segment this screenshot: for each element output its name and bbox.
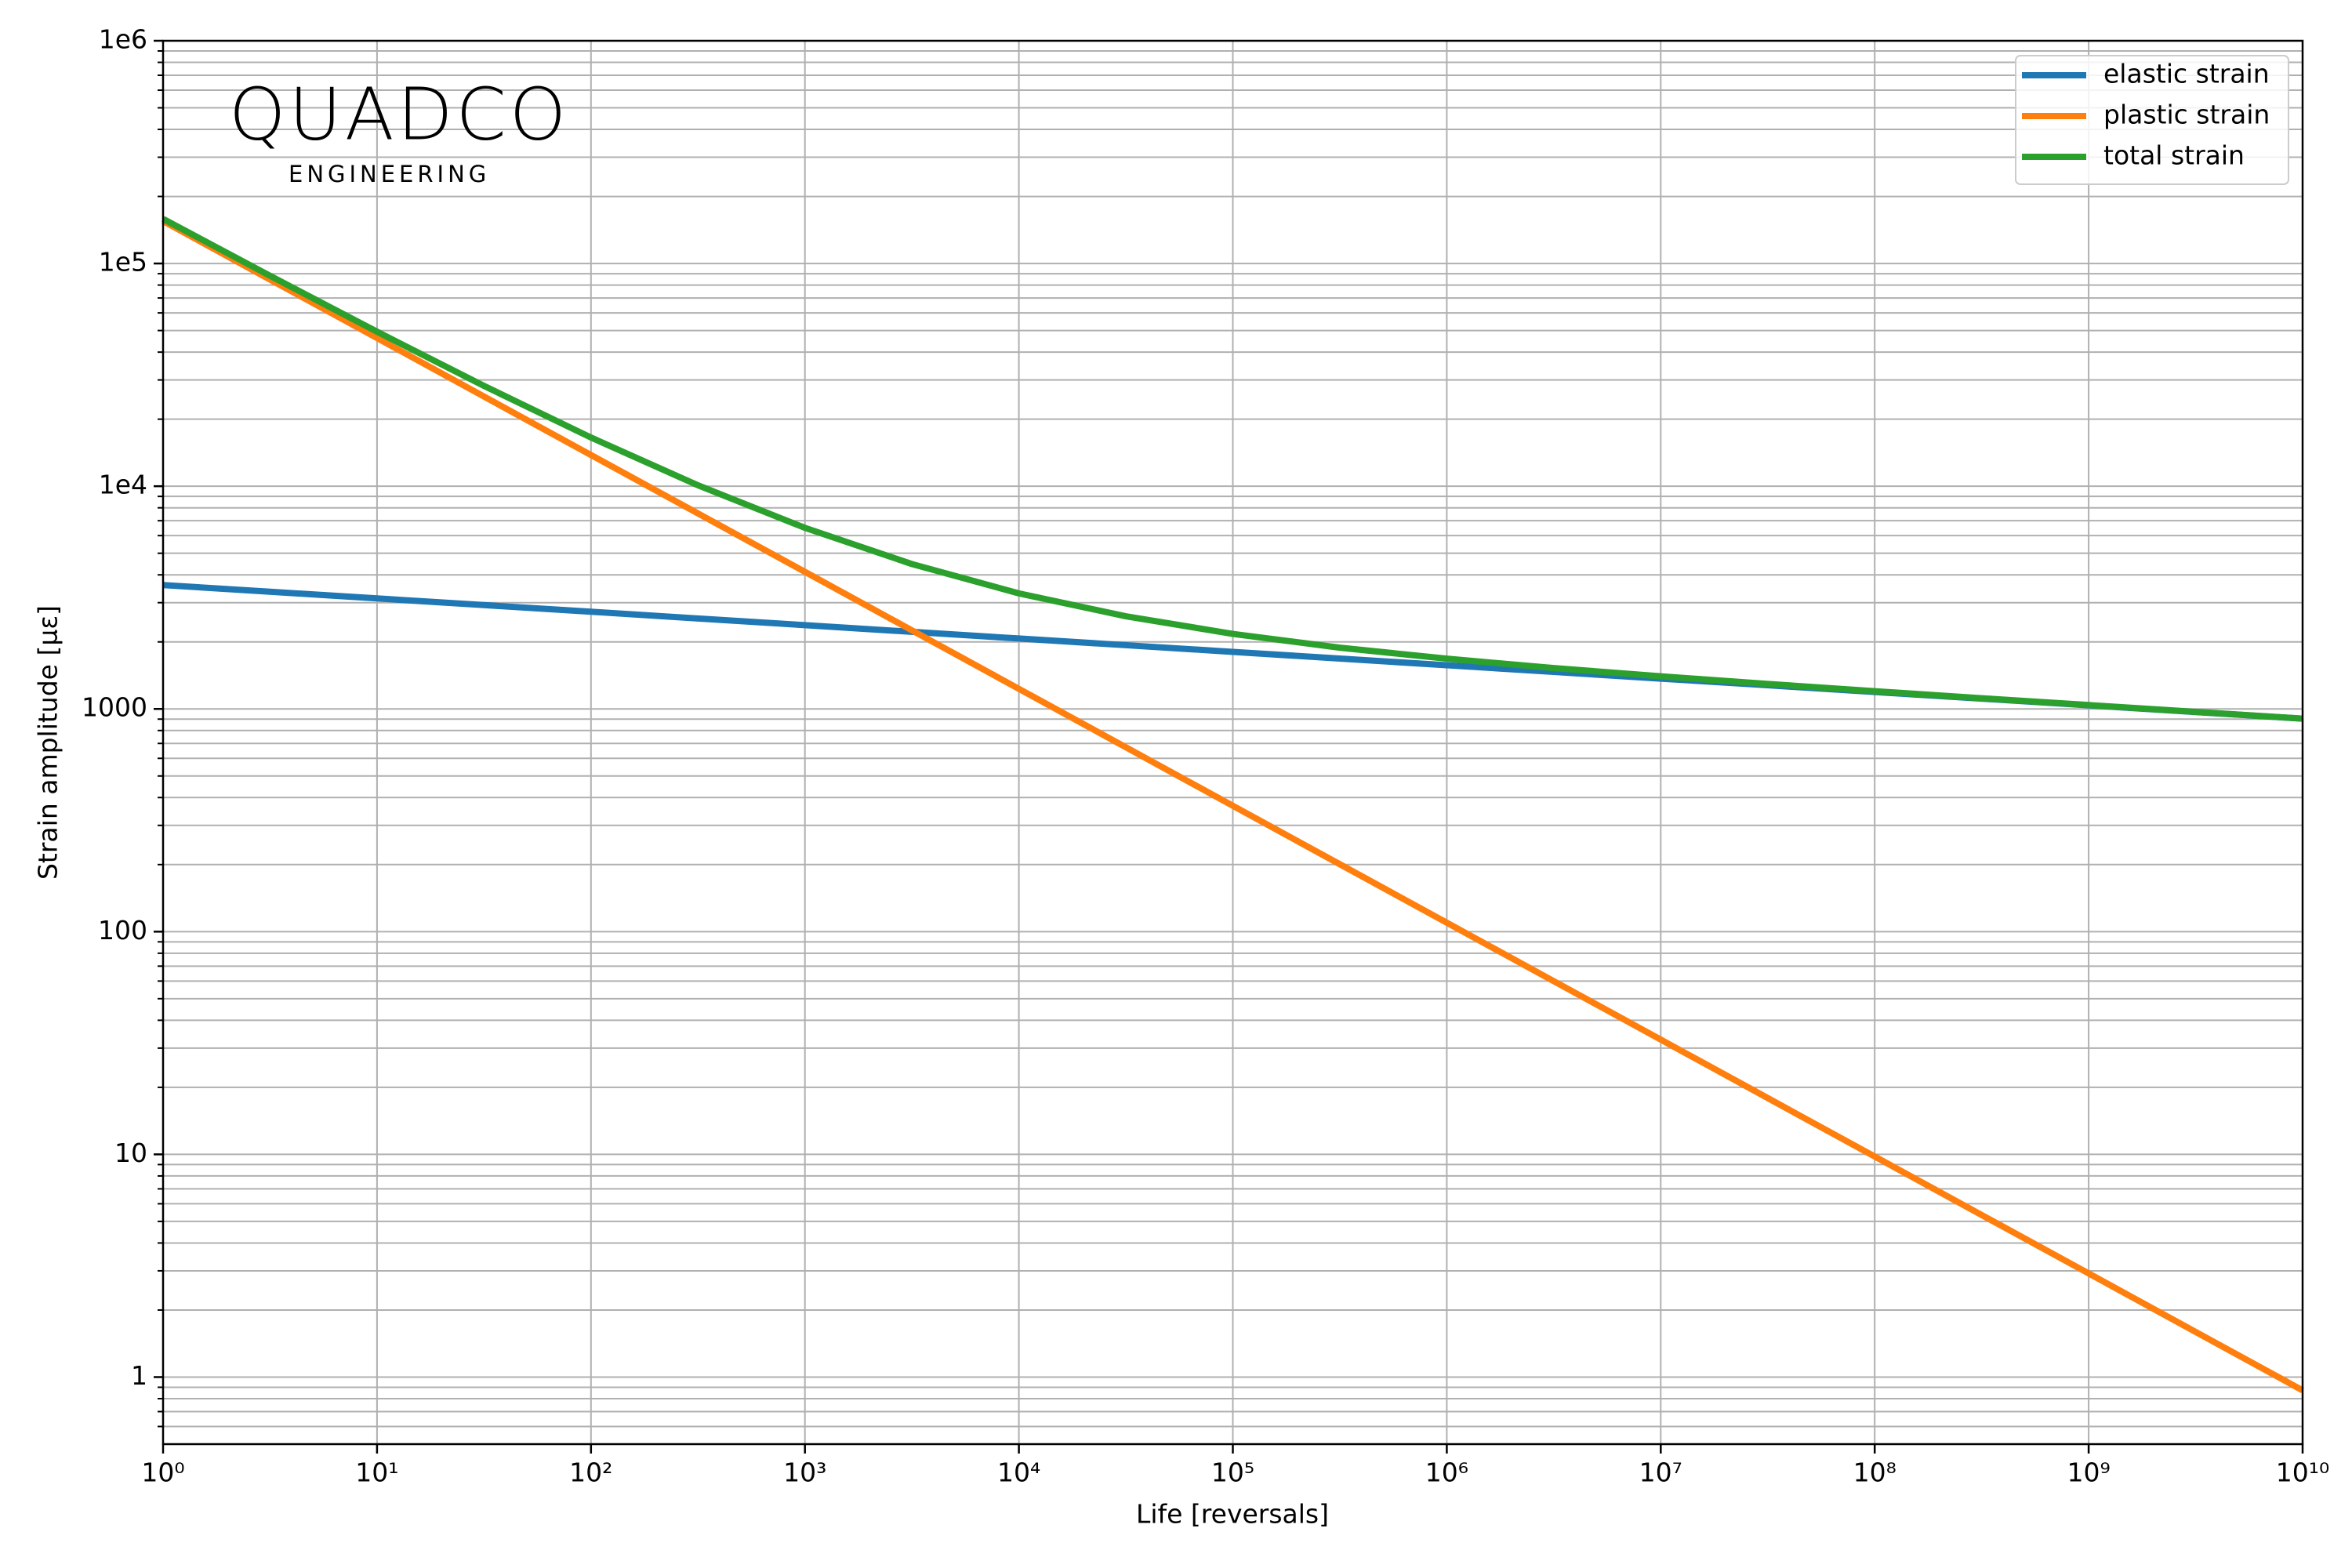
grid <box>162 40 2303 1444</box>
x-tick-label: 10¹⁰ <box>2276 1457 2329 1488</box>
legend-label: total strain <box>2103 140 2245 171</box>
x-axis-label: Life [reversals] <box>1136 1499 1329 1530</box>
legend-label: plastic strain <box>2103 100 2270 130</box>
y-tick-label: 1 <box>131 1360 147 1391</box>
legend: elastic strain plastic strain total strain <box>2022 59 2270 171</box>
x-tick-label: 10⁸ <box>1853 1457 1896 1488</box>
x-tick-label: 10³ <box>783 1457 826 1488</box>
y-tick-label: 10 <box>114 1138 147 1168</box>
x-tick-label: 10² <box>569 1457 612 1488</box>
y-tick-label: 1e5 <box>99 247 147 278</box>
y-axis-label: Strain amplitude [με] <box>33 605 64 880</box>
series-line <box>162 216 2303 722</box>
ticks: 1 10 100 1000 1e4 1e5 1e6 10⁰ 10¹ 10² 10³ 10⁴ 10⁵ 10⁶… <box>82 24 2329 1488</box>
x-tick-label: 10⁰ <box>141 1457 184 1488</box>
y-tick-label: 1e4 <box>99 470 147 500</box>
series-line <box>162 218 2304 1393</box>
logo-text: QUADCO <box>229 73 569 157</box>
y-tick-label: 100 <box>98 915 147 946</box>
x-tick-label: 10¹ <box>355 1457 398 1488</box>
x-tick-label: 10⁶ <box>1425 1457 1468 1488</box>
y-tick-label: 1e6 <box>99 24 147 55</box>
logo-subtext: ENGINEERING <box>289 161 490 187</box>
y-tick-label: 1000 <box>82 692 147 723</box>
legend-label: elastic strain <box>2103 59 2270 89</box>
x-tick-label: 10⁵ <box>1211 1457 1254 1488</box>
x-tick-label: 10⁴ <box>997 1457 1040 1488</box>
x-tick-label: 10⁷ <box>1639 1457 1682 1488</box>
plot-lines <box>162 216 2304 1393</box>
x-tick-label: 10⁹ <box>2067 1457 2110 1488</box>
legend-box <box>2015 55 2289 185</box>
